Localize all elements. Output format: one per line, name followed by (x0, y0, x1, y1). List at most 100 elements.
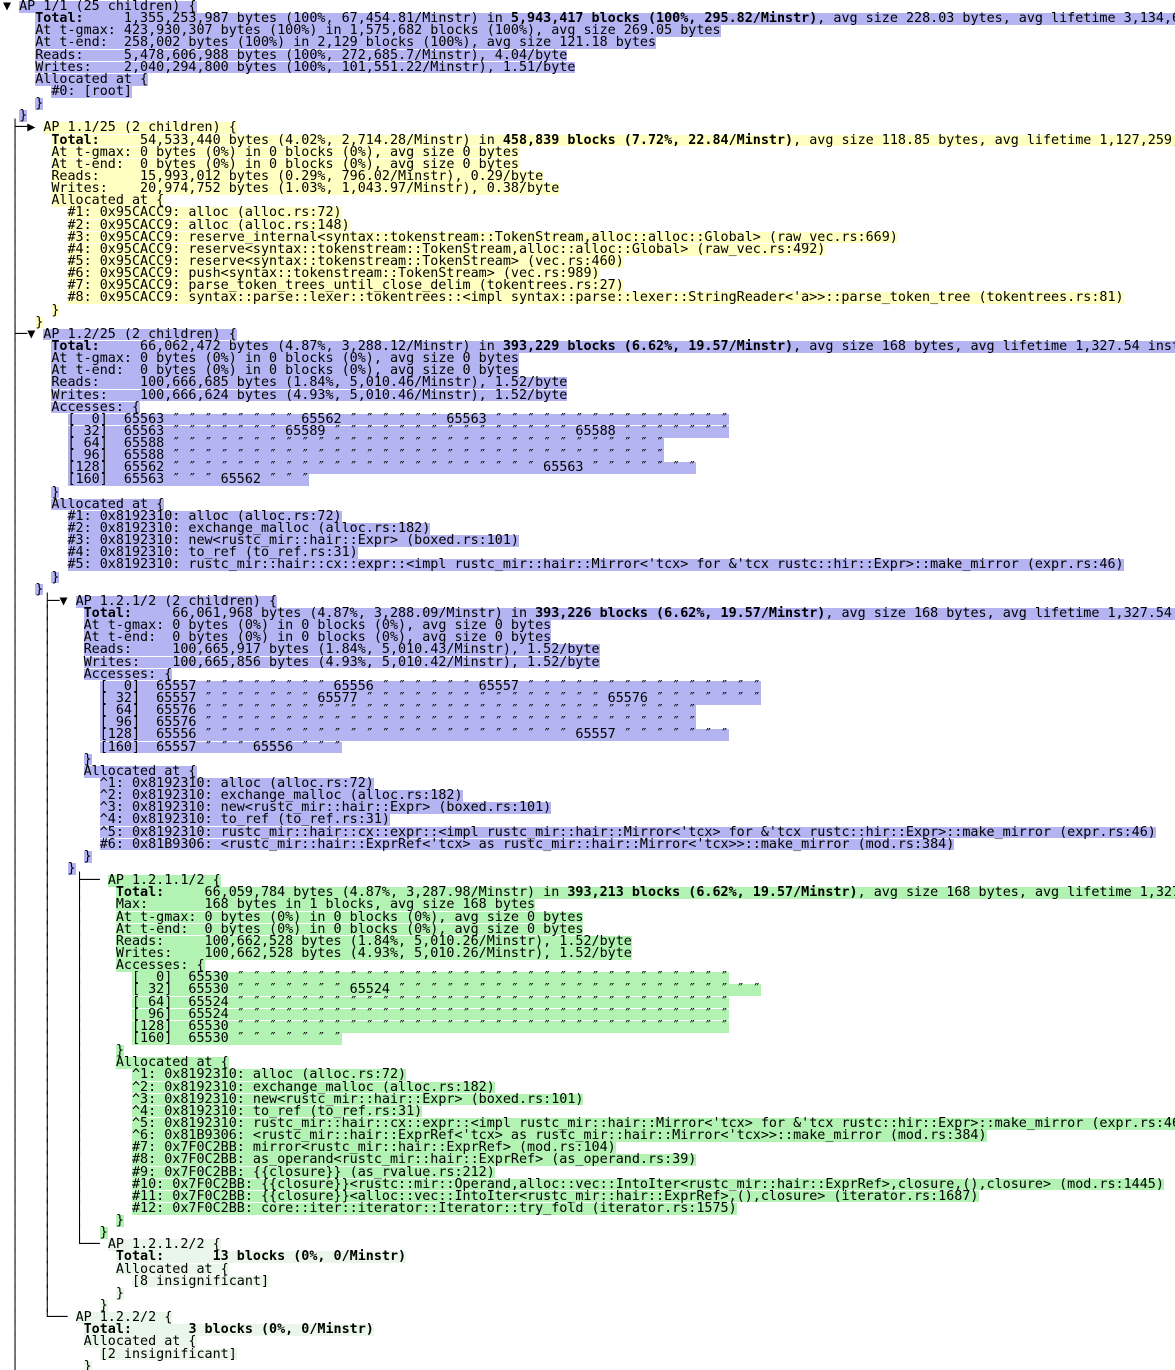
stat-line: │ At t-gmax: 0 bytes (0%) in 0 blocks (0… (3, 351, 1175, 367)
access-row-text: [ 0] 65563 ″ ″ ″ ″ ″ ″ ″ ″ 65562 ″ ″ ″ ″… (67, 411, 729, 427)
frame-line-text: #11: 0x7F0C2BB: {{closure}}<alloc::vec::… (132, 1188, 979, 1204)
frame-line: │ │ │ #12: 0x7F0C2BB: core::iter::iterat… (3, 1200, 1175, 1216)
close-brace-text: } (99, 1225, 108, 1241)
access-row: │ [ 32] 65563 ″ ″ ″ ″ ″ ″ ″ 65589 ″ ″ ″ … (3, 423, 1175, 439)
stat-line: │ At t-end: 0 bytes (0%) in 0 blocks (0%… (3, 364, 1175, 377)
stat-line-text: Writes: 100,665,856 bytes (4.93%, 5,010.… (83, 654, 600, 670)
frame-line-text: #1: 0x95CACC9: alloc (alloc.rs:72) (67, 205, 342, 221)
tree-guide-lines: │ (3, 448, 68, 464)
frame-line-text: [8 insignificant] (132, 1273, 270, 1289)
stat-line-text: Total: 13 blocks (0%, 0/Minstr) (115, 1249, 407, 1265)
stat-line: │ │ Writes: 100,665,856 bytes (4.93%, 5,… (3, 654, 1175, 670)
tree-guide-lines: │ │ (3, 860, 68, 876)
collapse-toggle-icon[interactable]: ▼ (27, 326, 44, 342)
access-row: │ │ [ 64] 65576 ″ ″ ″ ″ ″ ″ ″ ″ ″ ″ ″ ″ … (3, 704, 1175, 717)
close-brace: │ │ } (3, 1285, 1175, 1301)
close-brace-text: } (115, 1285, 124, 1301)
collapse-toggle-icon[interactable]: ▼ (59, 593, 76, 609)
access-row: │ [ 0] 65563 ″ ″ ″ ″ ″ ″ ″ ″ 65562 ″ ″ ″… (3, 411, 1175, 427)
access-row: │ │ [ 96] 65576 ″ ″ ″ ″ ″ ″ ″ ″ ″ ″ ″ ″ … (3, 715, 1175, 731)
access-row-text: [160] 65563 ″ ″ ″ 65562 ″ ″ ″ (67, 472, 310, 488)
accesses-open: │ │ │ Accesses: { (3, 958, 1175, 974)
tree-guide-lines: │ │ │ (3, 958, 116, 974)
alloc-open: │ │ │ Allocated at { (3, 1056, 1175, 1069)
stat-line: │ │ │ At t-end: 0 bytes (0%) in 0 blocks… (3, 922, 1175, 936)
stat-line-text: Total: 3 blocks (0%, 0/Minstr) (83, 1322, 374, 1338)
access-row-text: [ 64] 65524 ″ ″ ″ ″ ″ ″ ″ ″ ″ ″ ″ ″ ″ ″ … (132, 994, 729, 1010)
tree-guide-lines: │ (3, 241, 68, 257)
frame-line: │ #1: 0x95CACC9: alloc (alloc.rs:72) (3, 205, 1175, 221)
tree-guide-lines: │ │ (3, 812, 100, 828)
close-brace: │ │ } (3, 860, 1175, 876)
access-row: │ │ │ [128] 65530 ″ ″ ″ ″ ″ ″ ″ ″ ″ ″ ″ … (3, 1020, 1175, 1033)
frame-line-text: #3: 0x8192310: new<rustc_mir::hair::Expr… (67, 533, 519, 549)
expand-toggle-icon[interactable]: ▶ (27, 120, 44, 136)
access-row-text: [ 32] 65530 ″ ″ ″ ″ ″ ″ ″ 65524 ″ ″ ″ ″ … (132, 982, 761, 998)
tree-guide-lines: │ │ │ (3, 1213, 116, 1229)
frame-line: │ #6: 0x95CACC9: push<syntax::tokenstrea… (3, 267, 1175, 280)
tree-guide-lines: │ (3, 557, 68, 573)
tree-guide-lines: │ (3, 132, 52, 148)
stat-line: │ Reads: 15,993,012 bytes (0.29%, 796.02… (3, 168, 1175, 184)
tree-guide-lines: │ │ (3, 606, 84, 622)
frame-line-text: #9: 0x7F0C2BB: {{closure}} (as_rvalue.rs… (132, 1164, 495, 1180)
tree-guide-lines: │ │ │ (3, 1164, 132, 1180)
tree-guide-lines: │ │ │ (3, 1140, 132, 1156)
access-row-text: [ 32] 65563 ″ ″ ″ ″ ″ ″ ″ 65589 ″ ″ ″ ″ … (67, 423, 729, 439)
alloc-open: │ Allocated at { (3, 193, 1175, 209)
frame-line-text: #2: 0x95CACC9: alloc (alloc.rs:148) (67, 217, 350, 233)
close-brace: │ } (3, 583, 1175, 596)
close-brace-text: } (67, 860, 76, 876)
node-header-text: AP 1.2/25 (2 children) { (43, 326, 237, 342)
node-header: │ └── AP 1.2.2/2 { (3, 1310, 1175, 1326)
tree-guide-lines: │ │ │ (3, 1103, 132, 1119)
tree-guide-lines: │ (3, 423, 68, 439)
tree-guide-lines: │ (3, 253, 68, 269)
stat-line-text: At t-gmax: 0 bytes (0%) in 0 blocks (0%)… (51, 351, 519, 367)
stat-line: │ │ At t-gmax: 0 bytes (0%) in 0 blocks … (3, 619, 1175, 632)
tree-guide-lines: │ (3, 193, 52, 209)
alloc-open: Allocated at { (3, 73, 1175, 86)
close-brace: │ } (3, 570, 1175, 584)
frame-line: │ #2: 0x95CACC9: alloc (alloc.rs:148) (3, 217, 1175, 233)
tree-guide-lines: │ (3, 1358, 84, 1370)
tree-guide-lines: │ │ (3, 654, 84, 670)
accesses-open-text: Accesses: { (51, 399, 141, 415)
tree-guide-lines: │ │ (3, 800, 100, 816)
access-row: │ │ [160] 65557 ″ ″ ″ 65556 ″ ″ ″ (3, 740, 1175, 754)
node-header-text: AP 1.2.2/2 { (75, 1310, 173, 1326)
frame-line: │ │ │ #10: 0x7F0C2BB: {{closure}}<rustc:… (3, 1177, 1175, 1191)
stat-line: │ │ At t-end: 0 bytes (0%) in 0 blocks (… (3, 631, 1175, 645)
close-brace: │ │ │ } (3, 1044, 1175, 1057)
frame-line-text: #6: 0x81B9306: <rustc_mir::hair::ExprRef… (99, 836, 955, 852)
stat-line: │ At t-end: 0 bytes (0%) in 0 blocks (0%… (3, 158, 1175, 171)
tree-guide-lines: │ │ │ (3, 982, 132, 998)
tree-guide-lines: │ (3, 168, 52, 184)
collapse-toggle-icon[interactable]: ▼ (3, 0, 20, 14)
tree-guide-lines: │ │ │ (3, 1091, 132, 1107)
frame-line-text: #0: [root] (51, 83, 132, 99)
tree-guide-lines: │ (3, 351, 52, 367)
frame-line: │ #8: 0x95CACC9: syntax::parse::lexer::t… (3, 290, 1175, 306)
tree-guide-lines: │ │ (3, 1273, 132, 1289)
tree-guide-lines: │ │ │ (3, 1067, 132, 1083)
stat-line: │ │ │ Reads: 100,662,528 bytes (1.84%, 5… (3, 935, 1175, 948)
tree-guide-lines: │ │ │ (3, 885, 116, 901)
tree-guide-lines: │ │ (3, 715, 100, 731)
tree-guide-lines: │ │ (3, 1285, 116, 1301)
tree-guide-lines: │ │ │ (3, 909, 116, 925)
tree-guide-lines: │ │ │ (3, 1200, 132, 1216)
frame-line-text: #1: 0x8192310: alloc (alloc.rs:72) (67, 508, 342, 524)
frame-line-text: ^4: 0x8192310: to_ref (to_ref.rs:31) (132, 1103, 423, 1119)
frame-line: │ │ ^1: 0x8192310: alloc (alloc.rs:72) (3, 777, 1175, 790)
close-brace: │ │ } (3, 850, 1175, 863)
access-row: │ │ [ 32] 65557 ″ ″ ″ ″ ″ ″ ″ 65577 ″ ″ … (3, 692, 1175, 705)
close-brace: │ │ } (3, 1299, 1175, 1312)
access-row: │ │ [128] 65556 ″ ″ ″ ″ ″ ″ ″ ″ ″ ″ ″ ″ … (3, 728, 1175, 742)
stat-line: │ │ │ Max: 168 bytes in 1 blocks, avg si… (3, 898, 1175, 912)
frame-line: │ │ #6: 0x81B9306: <rustc_mir::hair::Exp… (3, 836, 1175, 852)
tree-guide-lines: ├─ (3, 120, 28, 136)
close-brace: │ │ │ } (3, 1213, 1175, 1229)
frame-line: │ │ [8 insignificant] (3, 1273, 1175, 1289)
tree-guide-lines: │ (3, 290, 68, 306)
